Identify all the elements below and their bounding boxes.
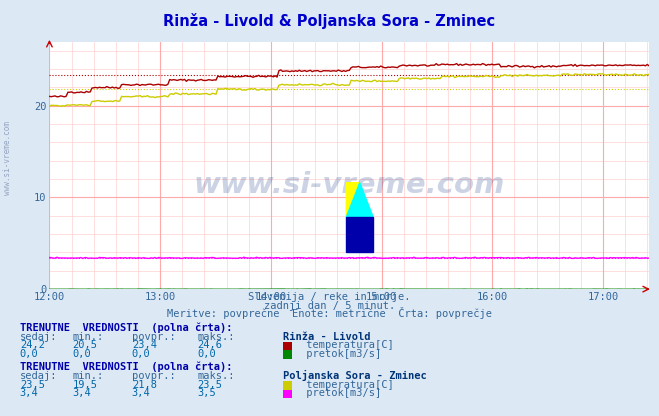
Text: temperatura[C]: temperatura[C]: [300, 340, 393, 350]
Polygon shape: [346, 183, 360, 217]
Text: Rinža - Livold: Rinža - Livold: [283, 332, 371, 342]
Text: temperatura[C]: temperatura[C]: [300, 380, 393, 390]
Text: min.:: min.:: [72, 332, 103, 342]
Text: povpr.:: povpr.:: [132, 371, 175, 381]
Text: 3,4: 3,4: [20, 388, 38, 398]
Text: Meritve: povprečne  Enote: metrične  Črta: povprečje: Meritve: povprečne Enote: metrične Črta:…: [167, 307, 492, 319]
Text: povpr.:: povpr.:: [132, 332, 175, 342]
Text: Slovenija / reke in morje.: Slovenija / reke in morje.: [248, 292, 411, 302]
Text: 0,0: 0,0: [198, 349, 216, 359]
Text: pretok[m3/s]: pretok[m3/s]: [300, 349, 381, 359]
Text: 19,5: 19,5: [72, 380, 98, 390]
Text: www.si-vreme.com: www.si-vreme.com: [3, 121, 13, 195]
Text: 23,4: 23,4: [132, 340, 157, 350]
Text: 23,5: 23,5: [198, 380, 223, 390]
Text: maks.:: maks.:: [198, 371, 235, 381]
Text: 24,6: 24,6: [198, 340, 223, 350]
Text: 3,4: 3,4: [72, 388, 91, 398]
Text: 0,0: 0,0: [72, 349, 91, 359]
Polygon shape: [346, 183, 373, 217]
Text: pretok[m3/s]: pretok[m3/s]: [300, 388, 381, 398]
Text: zadnji dan / 5 minut.: zadnji dan / 5 minut.: [264, 301, 395, 311]
Text: Poljanska Sora - Zminec: Poljanska Sora - Zminec: [283, 370, 427, 381]
Text: 21,8: 21,8: [132, 380, 157, 390]
Polygon shape: [346, 217, 373, 252]
Text: 0,0: 0,0: [20, 349, 38, 359]
Text: TRENUTNE  VREDNOSTI  (polna črta):: TRENUTNE VREDNOSTI (polna črta):: [20, 322, 232, 333]
Text: maks.:: maks.:: [198, 332, 235, 342]
Text: 3,5: 3,5: [198, 388, 216, 398]
Text: 24,2: 24,2: [20, 340, 45, 350]
Text: 23,5: 23,5: [20, 380, 45, 390]
Text: sedaj:: sedaj:: [20, 332, 57, 342]
Text: 20,5: 20,5: [72, 340, 98, 350]
Text: 3,4: 3,4: [132, 388, 150, 398]
Text: www.si-vreme.com: www.si-vreme.com: [194, 171, 505, 199]
Text: min.:: min.:: [72, 371, 103, 381]
Text: sedaj:: sedaj:: [20, 371, 57, 381]
Text: Rinža - Livold & Poljanska Sora - Zminec: Rinža - Livold & Poljanska Sora - Zminec: [163, 13, 496, 29]
Text: TRENUTNE  VREDNOSTI  (polna črta):: TRENUTNE VREDNOSTI (polna črta):: [20, 362, 232, 372]
Text: 0,0: 0,0: [132, 349, 150, 359]
